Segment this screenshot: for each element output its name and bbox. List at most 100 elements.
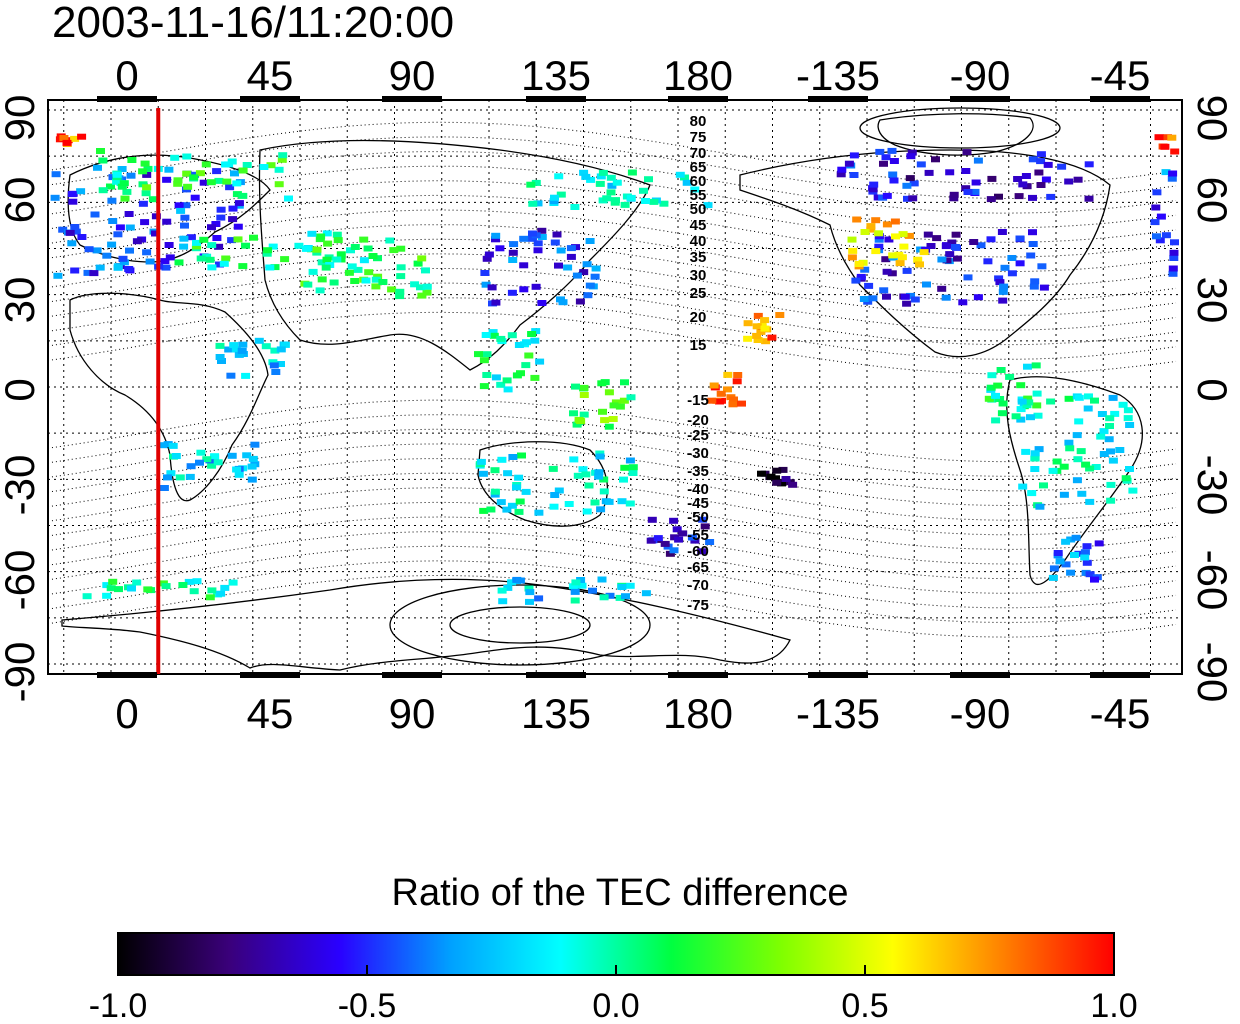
tec-cell	[1169, 249, 1179, 256]
tec-cell	[1016, 416, 1026, 423]
tec-cell	[92, 247, 102, 254]
tec-cell	[899, 243, 909, 250]
tec-cell	[232, 191, 242, 198]
tec-cell	[1170, 239, 1179, 246]
contour-line	[47, 268, 1177, 331]
tec-cell	[578, 466, 588, 473]
tec-cell	[963, 189, 973, 195]
tec-cell	[1057, 163, 1067, 170]
tec-cell	[1106, 497, 1116, 504]
tec-cell	[213, 459, 223, 466]
right-latitude-tick: 30	[1189, 277, 1236, 324]
contour-label: 30	[690, 267, 707, 284]
tec-cell	[672, 526, 682, 533]
tec-cell	[361, 277, 371, 284]
tec-cell	[994, 193, 1003, 200]
tec-cell	[937, 256, 947, 263]
tec-cell	[278, 152, 288, 159]
tec-cell	[521, 362, 531, 369]
tec-cell	[163, 441, 173, 448]
top-longitude-tick: 180	[663, 52, 733, 99]
tec-cell	[263, 247, 273, 254]
tec-cell	[1036, 158, 1046, 165]
tec-cell	[497, 456, 507, 463]
tec-cell	[332, 231, 342, 238]
tec-cell	[515, 498, 525, 505]
tec-cell	[620, 464, 630, 471]
contour-label: -20	[687, 412, 709, 429]
tec-cell	[1099, 428, 1109, 435]
tec-cell	[951, 231, 961, 238]
tec-cell	[1023, 363, 1032, 370]
tec-cell	[248, 455, 258, 462]
tec-cell	[268, 359, 278, 366]
tec-cell	[879, 287, 889, 294]
tec-cell	[860, 266, 870, 273]
tec-cell	[321, 264, 331, 271]
contour-label: 70	[690, 145, 707, 162]
tec-cell	[906, 153, 916, 160]
tec-cell	[107, 241, 117, 248]
tec-cell	[617, 498, 627, 505]
tec-cell	[232, 466, 242, 473]
tec-cell	[678, 530, 688, 537]
tec-cell	[364, 269, 374, 276]
tec-cell	[1064, 395, 1074, 402]
tec-cell	[509, 241, 519, 248]
tec-cell	[59, 135, 69, 141]
tec-cell	[620, 379, 629, 386]
contour-line	[47, 121, 1177, 185]
tec-cell	[595, 180, 605, 187]
contour-line	[47, 472, 1177, 536]
tec-cell	[628, 464, 638, 471]
tec-cell	[515, 577, 525, 584]
tec-cell	[479, 507, 489, 514]
tec-cell	[280, 341, 290, 348]
tec-cell	[1030, 455, 1040, 462]
tec-cell	[119, 180, 129, 187]
tec-cell	[888, 171, 898, 178]
contour-line	[47, 238, 1177, 302]
tec-cell	[83, 269, 93, 276]
tec-cell	[1059, 491, 1069, 498]
tec-cell	[1076, 448, 1086, 455]
tec-cell	[303, 281, 313, 288]
tec-cell	[353, 266, 363, 273]
tec-cell	[332, 256, 342, 263]
tec-cell	[106, 585, 116, 592]
tec-cell	[537, 234, 547, 240]
tec-cell	[70, 224, 80, 230]
tec-cell	[1170, 148, 1180, 155]
tec-cell	[599, 594, 609, 601]
tec-cell	[190, 194, 200, 201]
tec-cell	[577, 582, 587, 589]
right-latitude-tick: -90	[1189, 642, 1236, 703]
tec-cell	[68, 198, 78, 205]
tec-cell	[238, 167, 248, 174]
colorbar-title: Ratio of the TEC difference	[391, 872, 849, 914]
contour-label: 65	[690, 159, 707, 176]
tec-cell	[1000, 264, 1010, 271]
tec-cell	[396, 273, 406, 280]
contour-label: 60	[690, 173, 707, 190]
tec-cell	[491, 374, 501, 381]
tec-cell	[1017, 398, 1027, 405]
tec-cell	[530, 337, 540, 344]
tec-cell	[924, 169, 934, 176]
top-longitude-tick: 0	[115, 52, 138, 99]
tec-cell	[1082, 559, 1092, 566]
tec-cell	[316, 233, 326, 240]
tec-cell	[760, 317, 770, 324]
tec-cell	[997, 229, 1007, 235]
tec-cell	[703, 202, 713, 209]
tec-cell	[1094, 540, 1104, 547]
tec-cell	[608, 416, 618, 422]
tec-cell	[868, 186, 878, 193]
tec-cell	[481, 332, 491, 338]
tec-cell	[641, 590, 651, 597]
tec-cell	[752, 323, 762, 330]
tec-cell	[508, 454, 518, 460]
left-latitude-tick: -60	[0, 550, 43, 611]
tec-cell	[227, 237, 237, 244]
tec-cell	[1061, 561, 1071, 568]
